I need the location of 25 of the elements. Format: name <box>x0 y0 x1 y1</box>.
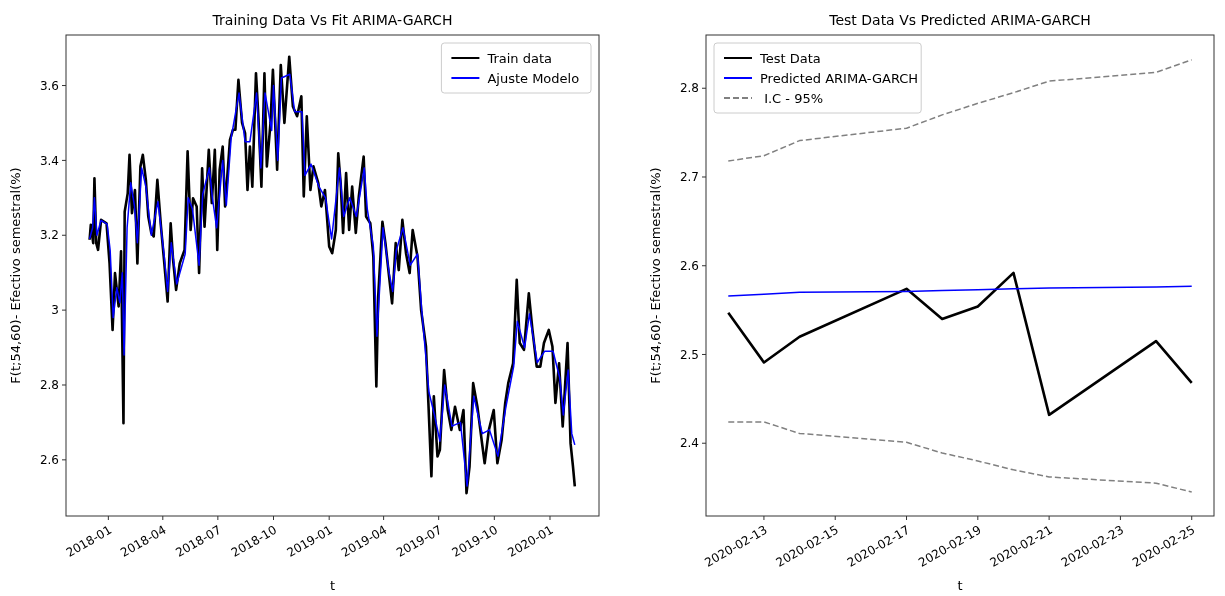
x-axis-title: t <box>329 578 336 593</box>
line-series <box>726 271 1194 417</box>
y-tick-label: 3 <box>51 303 59 318</box>
legend-label: Predicted ARIMA-GARCH <box>760 70 919 86</box>
x-axis-title: t <box>957 578 963 593</box>
y-tick-label: 2.6 <box>39 453 59 468</box>
y-tick-label: 2.8 <box>679 81 699 96</box>
chart-title: Test Data Vs Predicted ARIMA-GARCH <box>828 12 1091 28</box>
legend-label: I.C - 95% <box>760 90 824 106</box>
legend-label: Ajuste Modelo <box>487 70 580 86</box>
legend-label: Train data <box>486 50 553 66</box>
y-tick-label: 3.2 <box>39 228 59 243</box>
y-tick-label: 3.6 <box>39 78 59 93</box>
y-tick-label: 2.5 <box>679 347 699 362</box>
y-tick-label: 2.6 <box>679 258 699 273</box>
line-series <box>727 421 1193 493</box>
y-axis-title: F(t;54,60)- Efectivo semestral(%) <box>8 167 23 384</box>
line-series <box>727 285 1193 297</box>
y-tick-label: 2.8 <box>39 378 59 393</box>
y-axis-title: F(t;54,60)- Efectivo semestral(%) <box>648 167 663 384</box>
y-tick-label: 2.4 <box>679 436 699 451</box>
y-tick-label: 2.7 <box>679 170 699 185</box>
legend-label: Test Data <box>759 50 821 66</box>
chart-title: Training Data Vs Fit ARIMA-GARCH <box>211 12 453 28</box>
y-tick-label: 3.4 <box>39 153 59 168</box>
